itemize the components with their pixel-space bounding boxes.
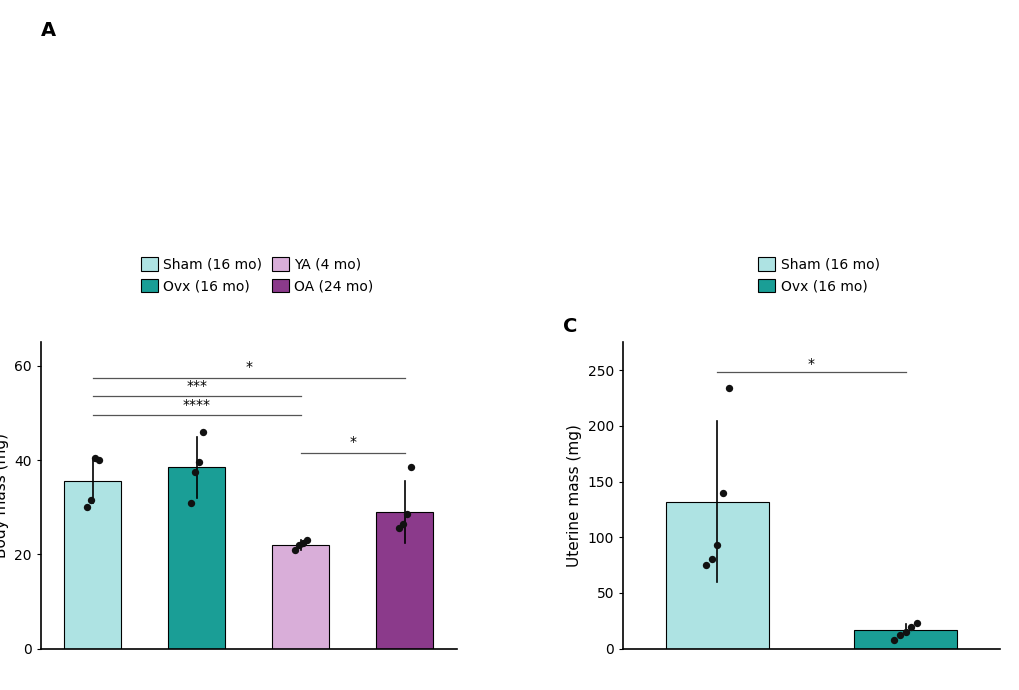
Point xyxy=(908,618,924,629)
Text: *: * xyxy=(348,435,356,449)
Point xyxy=(390,523,407,534)
Bar xyxy=(376,512,433,649)
Point xyxy=(182,497,199,508)
Legend: Sham (16 mo), Ovx (16 mo): Sham (16 mo), Ovx (16 mo) xyxy=(757,257,878,293)
Point xyxy=(186,466,203,477)
Text: ****: **** xyxy=(182,397,211,411)
Point xyxy=(708,540,725,551)
Point xyxy=(719,382,736,393)
Point xyxy=(195,426,211,437)
Bar xyxy=(272,545,329,649)
Point xyxy=(697,560,713,571)
Point xyxy=(83,495,99,506)
Point xyxy=(290,540,307,551)
Point xyxy=(891,630,907,641)
Text: *: * xyxy=(245,360,252,374)
Point xyxy=(394,518,411,529)
Point xyxy=(886,634,902,645)
Bar xyxy=(853,630,956,649)
Text: ***: *** xyxy=(186,379,207,393)
Point xyxy=(191,457,207,468)
Point xyxy=(398,509,415,520)
Point xyxy=(78,502,95,513)
Point xyxy=(703,554,719,565)
Point xyxy=(403,462,419,473)
Point xyxy=(299,535,315,546)
Point xyxy=(902,622,918,633)
Point xyxy=(714,487,731,498)
Point xyxy=(87,452,103,463)
Bar xyxy=(665,502,768,649)
Text: C: C xyxy=(562,317,577,336)
Bar xyxy=(64,482,121,649)
Legend: Sham (16 mo), Ovx (16 mo), YA (4 mo), OA (24 mo): Sham (16 mo), Ovx (16 mo), YA (4 mo), OA… xyxy=(141,257,373,293)
Text: A: A xyxy=(41,21,56,40)
Point xyxy=(286,544,303,555)
Text: *: * xyxy=(807,357,814,371)
Y-axis label: Body mass (mg): Body mass (mg) xyxy=(0,433,8,558)
Bar xyxy=(168,467,225,649)
Point xyxy=(91,455,107,466)
Y-axis label: Uterine mass (mg): Uterine mass (mg) xyxy=(567,424,582,567)
Point xyxy=(897,627,913,638)
Point xyxy=(294,537,311,548)
